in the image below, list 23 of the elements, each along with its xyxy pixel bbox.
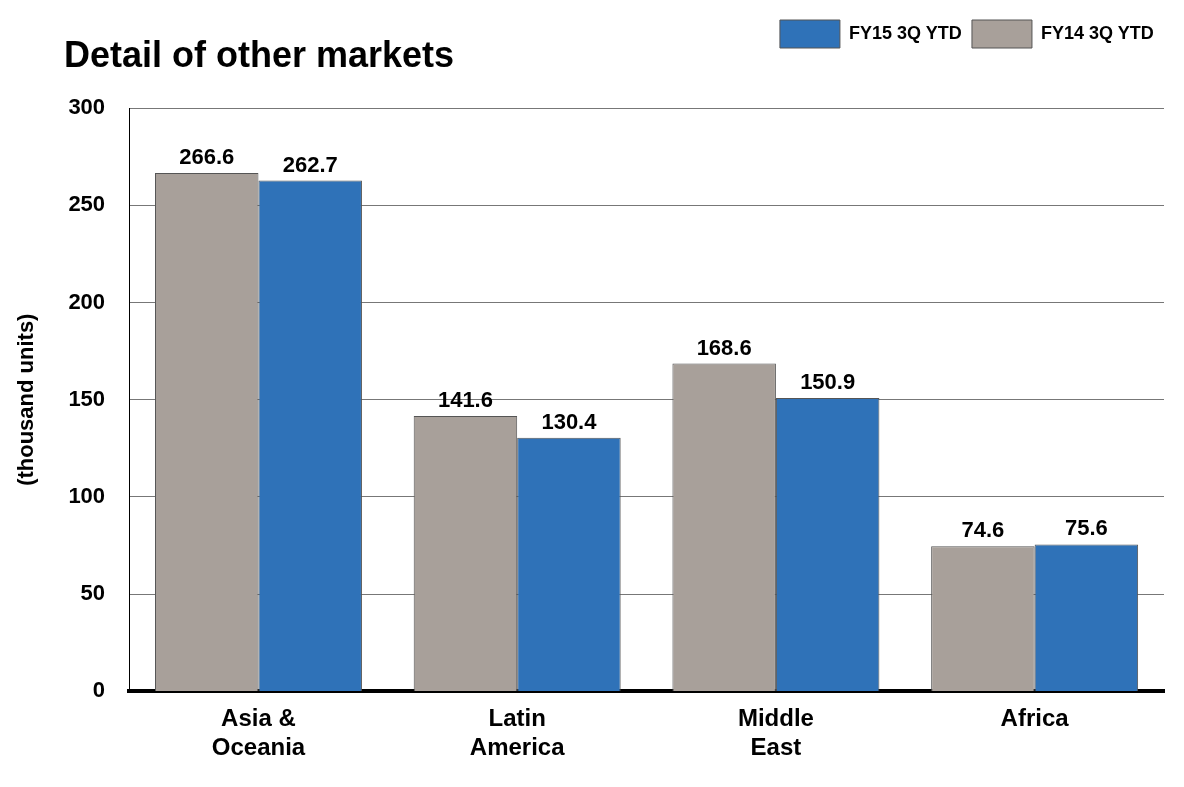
data-label: 75.6 — [1064, 515, 1108, 541]
data-label: 266.6 — [179, 144, 235, 170]
x-tick-label: Latin America — [469, 704, 566, 761]
y-tick-label: 250 — [68, 191, 106, 217]
data-label: 130.4 — [541, 408, 598, 434]
x-tick-label: Middle East — [737, 704, 814, 761]
y-tick-label: 0 — [92, 677, 106, 703]
chart-title: Detail of other markets — [64, 34, 455, 76]
y-tick-label: 50 — [80, 580, 106, 606]
data-label: 150.9 — [800, 369, 856, 395]
data-label: 74.6 — [961, 517, 1005, 543]
y-tick-label: 100 — [68, 483, 106, 508]
y-tick-label: 300 — [68, 94, 106, 120]
legend-label: FY14 3Q YTD — [1040, 22, 1154, 43]
y-tick-label: 200 — [68, 288, 106, 314]
data-label: 262.7 — [282, 151, 338, 177]
data-label: 168.6 — [696, 334, 752, 360]
data-label: 141.6 — [437, 387, 493, 413]
y-axis-title: (thousand units) — [13, 313, 39, 486]
y-tick-label: 150 — [68, 385, 106, 411]
x-tick-label: Asia & Oceania — [211, 704, 306, 761]
x-tick-label: Africa — [1000, 704, 1070, 732]
legend-label: FY15 3Q YTD — [848, 22, 962, 43]
